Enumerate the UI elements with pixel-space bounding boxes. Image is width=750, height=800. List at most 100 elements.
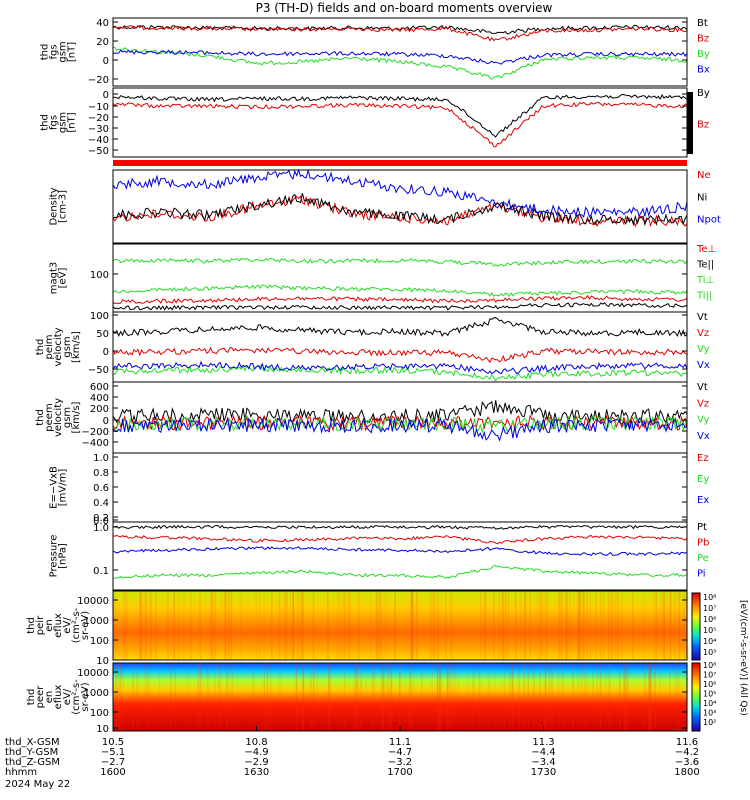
footer-row-label: thd_X-GSM xyxy=(5,737,60,748)
legend-dens-2: Npot xyxy=(697,215,721,226)
footer-value: 1630 xyxy=(244,767,269,778)
y-axis-label: magt3[eV] xyxy=(49,262,69,295)
fgs2-Bz-trace xyxy=(112,101,688,148)
colorbar-tick: 10³ xyxy=(703,709,716,718)
fgs-Bt-trace xyxy=(112,24,688,35)
y-tick-label: −20 xyxy=(88,113,109,124)
y-tick-label: −30 xyxy=(88,124,109,135)
press-Pe-trace xyxy=(112,564,687,580)
temp-Te-trace xyxy=(112,294,688,305)
dens-Ni-trace xyxy=(112,193,688,227)
y-tick-label: 0.8 xyxy=(93,468,109,479)
colorbar-tick: 10⁴ xyxy=(703,637,716,646)
vel1-Vy-trace xyxy=(112,365,688,382)
legend-vel1-1: Vz xyxy=(697,328,709,339)
legend-press-1: Pb xyxy=(697,538,709,549)
footer-value: 11.6 xyxy=(676,737,698,748)
footer-value: 1730 xyxy=(531,767,556,778)
y-axis-label: Pressure[nPa] xyxy=(49,535,69,578)
panel-ispec: thdpeirenefluxeV/(cm²-s-sr-eV)10000 1000 1… xyxy=(26,590,688,667)
colorbar-ions xyxy=(691,592,701,661)
footer-row-label: hhmm xyxy=(5,767,37,778)
dens-Npot-trace xyxy=(112,168,688,218)
y-tick-label: −20 xyxy=(88,75,109,86)
temp-Te-trace xyxy=(112,302,688,311)
panel-espec: thdpeerenefluxeV/(cm²-s-sr-eV)10000 1000 1… xyxy=(26,662,689,735)
footer-date: 2024 May 22 xyxy=(5,779,70,790)
vel1-Vt-trace xyxy=(112,317,688,338)
y-tick-label: 10000 xyxy=(77,596,109,607)
y-axis-label: thdfgsgsm[nT] xyxy=(40,112,78,133)
legend-vel2-1: Vz xyxy=(697,398,709,409)
footer-value: 1800 xyxy=(674,767,699,778)
y-tick-label: 0 xyxy=(103,90,109,101)
footer-value: −3.2 xyxy=(388,757,412,768)
panel-frame xyxy=(112,590,688,661)
y-axis-label: thdpeirenefluxeV/(cm²-s-sr-eV) xyxy=(26,607,91,643)
footer-value: 1700 xyxy=(387,767,412,778)
espec-spectrogram xyxy=(113,663,687,731)
status-bar xyxy=(113,160,687,166)
y-tick-label: 0 xyxy=(103,347,109,358)
panel-dens: Density[cm-3] Ne Ni Npot xyxy=(49,168,721,244)
y-axis-label: thdpeimvelocitygsm[km/s] xyxy=(35,327,82,366)
legend-vel2-3: Vx xyxy=(697,431,710,442)
colorbar-tick: 10⁴ xyxy=(703,699,716,708)
footer-value: 11.1 xyxy=(389,737,411,748)
colorbar-tick: 10⁸ xyxy=(703,661,716,670)
y-axis-label: Density[cm-3] xyxy=(49,187,69,225)
y-tick-label: 1000 xyxy=(84,616,109,627)
panel-frame xyxy=(112,169,688,244)
colorbar-tick: 10⁵ xyxy=(703,690,716,699)
colorbar-tick: 10⁶ xyxy=(703,680,716,689)
y-tick-label: −10 xyxy=(88,102,109,113)
fgs2-By-trace xyxy=(112,93,688,138)
legend-vel1-3: Vx xyxy=(697,360,710,371)
y-tick-label: 600 xyxy=(90,382,109,393)
footer-value: 1600 xyxy=(100,767,125,778)
legend-vel1-2: Vy xyxy=(697,344,710,355)
legend-efield-0: Ez xyxy=(697,453,709,464)
y-tick-label: 20 xyxy=(96,37,109,48)
panel-press: Pressure[nPa] 1.0 0.1 Pt Pb Pe Pi xyxy=(49,521,709,591)
panel-fgs: thdfgsgsm[nT] 40 20 0 −20 Bt Bz By Bx xyxy=(40,17,710,87)
y-tick-label: −40 xyxy=(88,135,109,146)
y-tick-label: 200 xyxy=(90,404,109,415)
y-tick-label: 1.0 xyxy=(93,523,109,534)
footer-value: −4.9 xyxy=(244,747,268,758)
legend-fgs2-1: Bz xyxy=(697,120,709,131)
y-tick-label: 0.6 xyxy=(93,483,109,494)
vel1-Vx-trace xyxy=(112,360,688,375)
y-axis-label: thdpeemvelocitygsm[km/s] xyxy=(35,398,82,437)
y-tick-label: −50 xyxy=(88,365,109,376)
press-Pi-trace xyxy=(112,546,688,557)
dens-Ne-trace xyxy=(112,195,688,228)
vel1-Vz-trace xyxy=(112,346,688,364)
panel-frame xyxy=(112,17,688,87)
y-tick-label: 10 xyxy=(96,724,109,735)
panel-frame xyxy=(112,521,688,591)
y-tick-label: 0.2 xyxy=(93,513,109,524)
legend-vel2-0: Vt xyxy=(697,382,708,393)
y-axis-label: thdpeerenefluxeV/(cm²-s-sr-eV) xyxy=(26,679,91,715)
footer-value: −4.2 xyxy=(675,747,699,758)
press-Pb-trace xyxy=(112,534,688,545)
vel2-Vy-trace xyxy=(112,414,688,434)
colorbar-tick: 10⁵ xyxy=(703,626,716,635)
legend-temp-1: Te|| xyxy=(696,260,714,271)
y-tick-label: 1.0 xyxy=(93,453,109,464)
legend-vel2-2: Vy xyxy=(697,415,710,426)
footer-value: 11.3 xyxy=(532,737,554,748)
colorbar-tick: 10⁷ xyxy=(703,671,716,680)
footer-value: −3.6 xyxy=(675,757,699,768)
footer-value: −4.4 xyxy=(531,747,555,758)
footer-row-label: thd_Z-GSM xyxy=(5,757,60,768)
legend-press-3: Pi xyxy=(697,569,706,580)
y-tick-label: −50 xyxy=(88,146,109,157)
footer-value: −2.9 xyxy=(244,757,268,768)
y-tick-label: 0.0 xyxy=(93,516,109,527)
colorbar-tick: 10³ xyxy=(703,648,716,657)
y-tick-label: 10000 xyxy=(77,668,109,679)
vel2-Vx-trace xyxy=(112,416,688,442)
